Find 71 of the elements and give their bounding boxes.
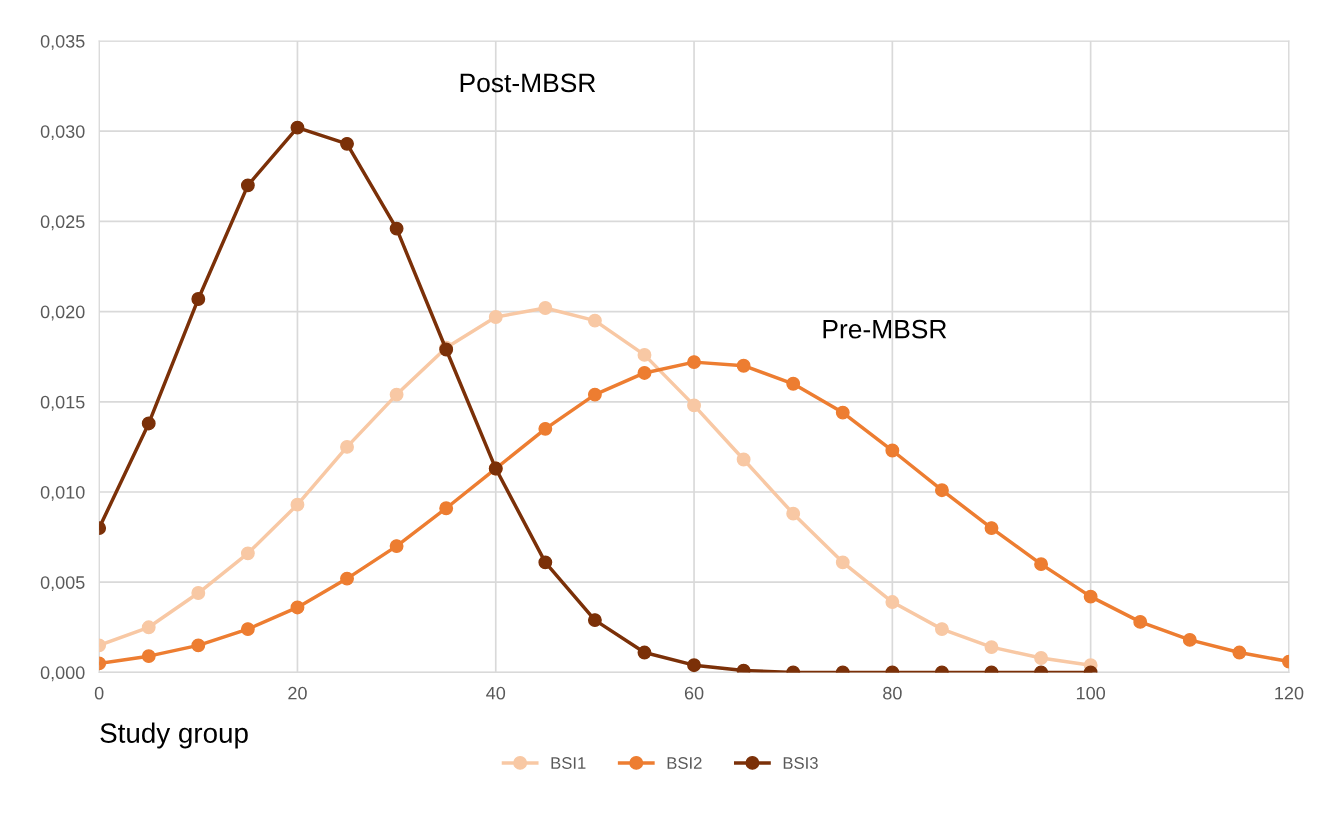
x-tick-label: 120: [1275, 686, 1304, 700]
point: [885, 443, 900, 458]
point: [240, 546, 255, 561]
point: [934, 622, 949, 637]
x-tick-label: 80: [883, 686, 902, 700]
point: [340, 439, 354, 454]
point: [1034, 651, 1049, 665]
point: [687, 658, 701, 673]
legend-label: BSI1: [551, 757, 586, 769]
point: [290, 120, 305, 135]
point: [290, 497, 305, 512]
point: [240, 178, 255, 193]
point: [885, 595, 900, 609]
point: [835, 405, 850, 420]
point: [637, 365, 652, 380]
point: [240, 622, 255, 637]
x-tick-label: 100: [1076, 686, 1106, 700]
point: [439, 501, 454, 516]
point: [637, 347, 652, 362]
point: [587, 387, 602, 402]
point: [587, 313, 602, 328]
point: [141, 416, 156, 431]
y-tick-label: 0,010: [40, 485, 85, 501]
point: [538, 421, 553, 436]
point: [191, 586, 206, 600]
point: [141, 649, 156, 664]
point: [191, 292, 206, 306]
point: [389, 539, 404, 554]
point: [538, 555, 553, 570]
point: [934, 483, 949, 498]
x-tick-label: 40: [486, 686, 506, 700]
point: [340, 571, 354, 586]
annotation: Pre-MBSR: [823, 319, 947, 339]
point: [835, 555, 850, 570]
y-tick-label: 0,030: [40, 125, 85, 141]
point: [538, 301, 553, 315]
legend-label: BSI3: [783, 757, 818, 769]
point: [389, 221, 404, 236]
point: [389, 387, 404, 402]
x-tick-label: 0: [94, 686, 104, 700]
point: [1083, 589, 1098, 604]
x-tick-label: 60: [684, 686, 704, 700]
point: [1133, 614, 1148, 629]
point: [736, 452, 751, 467]
point: [141, 620, 156, 635]
y-tick-label: 0,020: [40, 305, 85, 321]
x-tick-label: 20: [288, 686, 307, 700]
point: [786, 506, 801, 521]
point: [687, 398, 701, 413]
y-tick-label: 0,000: [40, 666, 85, 682]
y-tick-label: 0,035: [40, 34, 85, 50]
point: [1182, 632, 1197, 647]
x-axis-title: Study group: [100, 722, 248, 749]
point: [736, 358, 751, 373]
point: [984, 640, 999, 655]
point: [984, 521, 999, 536]
y-tick-label: 0,005: [40, 576, 85, 592]
point: [340, 136, 354, 151]
point: [1232, 645, 1247, 660]
y-tick-label: 0,025: [40, 215, 85, 231]
point: [637, 645, 652, 660]
point: [488, 310, 503, 324]
point: [191, 638, 206, 653]
annotation: Post-MBSR: [460, 73, 596, 93]
point: [1034, 557, 1049, 572]
legend-label: BSI2: [667, 757, 702, 769]
point: [786, 376, 801, 391]
y-tick-label: 0,015: [40, 395, 85, 411]
point: [290, 600, 305, 615]
point: [587, 613, 602, 628]
point: [687, 355, 701, 370]
